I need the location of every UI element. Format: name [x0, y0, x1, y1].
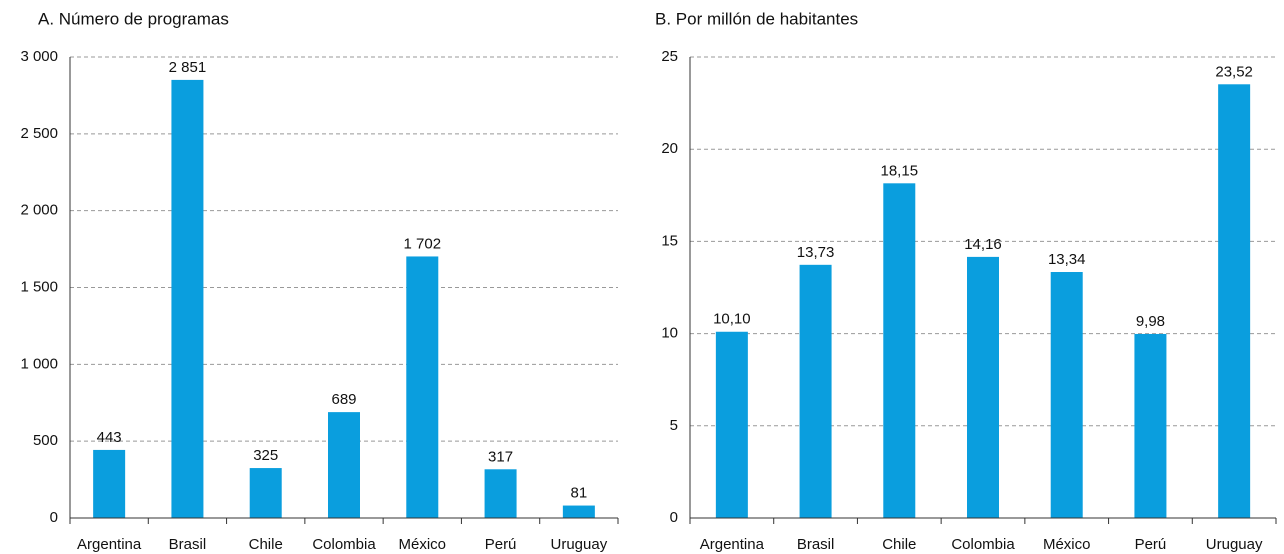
y-tick-label: 25	[661, 48, 678, 65]
y-tick-label: 10	[661, 325, 678, 342]
value-label: 689	[331, 391, 356, 408]
x-tick-label: Argentina	[77, 536, 142, 553]
x-tick-label: Chile	[882, 536, 916, 553]
bar	[328, 412, 360, 518]
y-tick-label: 15	[661, 232, 678, 249]
x-tick-label: Perú	[1135, 536, 1167, 553]
value-label: 443	[97, 429, 122, 446]
bar	[1134, 333, 1167, 518]
bar	[93, 449, 126, 518]
value-label: 10,10	[713, 311, 751, 328]
x-tick-label: Perú	[485, 536, 517, 553]
y-tick-label: 2 500	[20, 125, 58, 142]
x-tick-label: Brasil	[797, 536, 835, 553]
value-label: 317	[488, 448, 513, 465]
y-tick-label: 5	[670, 417, 678, 434]
bar	[249, 468, 282, 518]
x-tick-label: México	[1043, 536, 1091, 553]
y-tick-label: 0	[670, 509, 678, 526]
bar	[562, 505, 595, 518]
x-tick-label: Brasil	[169, 536, 207, 553]
bar	[484, 469, 517, 518]
x-tick-label: México	[399, 536, 447, 553]
y-tick-label: 500	[33, 432, 58, 449]
value-label: 9,98	[1136, 313, 1165, 330]
value-label: 13,73	[797, 244, 835, 261]
chart-title: A. Número de programas	[38, 9, 229, 28]
value-label: 18,15	[881, 162, 919, 179]
value-label: 23,52	[1215, 63, 1253, 80]
x-tick-label: Uruguay	[551, 536, 608, 553]
bar	[406, 256, 439, 518]
y-tick-label: 1 000	[20, 355, 58, 372]
value-label: 13,34	[1048, 251, 1086, 268]
y-tick-label: 2 000	[20, 202, 58, 219]
bar	[883, 183, 916, 518]
value-label: 325	[253, 447, 278, 464]
y-tick-label: 0	[50, 509, 58, 526]
bar	[967, 256, 999, 518]
y-tick-label: 1 500	[20, 278, 58, 295]
x-tick-label: Chile	[249, 536, 283, 553]
bar	[1218, 84, 1251, 518]
bar	[715, 331, 748, 518]
chart-title: B. Por millón de habitantes	[655, 9, 858, 28]
x-tick-label: Colombia	[951, 536, 1015, 553]
x-tick-label: Argentina	[700, 536, 765, 553]
value-label: 2 851	[169, 59, 207, 76]
y-tick-label: 20	[661, 140, 678, 157]
bar	[171, 79, 204, 518]
bar	[799, 264, 832, 518]
value-label: 14,16	[964, 236, 1002, 253]
value-label: 81	[571, 485, 588, 502]
bar	[1050, 272, 1083, 518]
x-tick-label: Colombia	[312, 536, 376, 553]
x-tick-label: Uruguay	[1206, 536, 1263, 553]
value-label: 1 702	[404, 235, 442, 252]
y-tick-label: 3 000	[20, 48, 58, 65]
